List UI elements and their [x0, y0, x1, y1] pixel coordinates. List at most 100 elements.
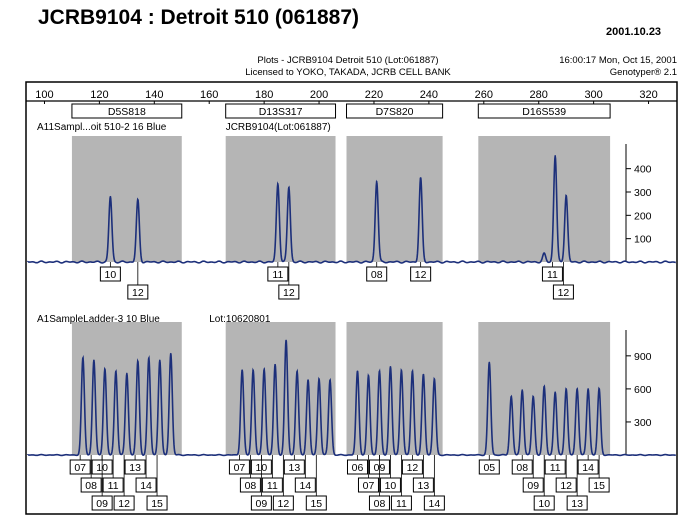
allele-label: 09 — [256, 498, 268, 510]
allele-box — [102, 477, 124, 493]
allele-label: 12 — [415, 269, 427, 281]
peak-apex — [148, 357, 150, 359]
peak-apex — [598, 388, 600, 390]
allele-label: 10 — [538, 498, 550, 510]
peak-apex — [422, 373, 425, 376]
peak-apex — [263, 368, 265, 370]
marker-bin-shade — [71, 136, 182, 262]
allele-label: 11 — [396, 498, 407, 510]
allele-box — [99, 266, 121, 282]
allele-label: 13 — [129, 462, 141, 474]
allele-label: 08 — [85, 480, 97, 492]
allele-label: 11 — [267, 480, 278, 492]
peak-apex — [158, 359, 161, 362]
allele-label: 07 — [363, 480, 375, 492]
allele-box — [146, 495, 168, 511]
peak-apex — [488, 361, 491, 364]
allele-label: 08 — [371, 269, 383, 281]
peak-apex — [565, 194, 567, 197]
allele-label: 11 — [272, 269, 283, 281]
x-tick-label: 220 — [365, 89, 383, 101]
peak-apex — [356, 370, 359, 373]
peak-apex — [521, 389, 524, 391]
allele-box — [283, 459, 305, 475]
peak-apex — [419, 177, 422, 179]
peak-apex — [554, 155, 556, 157]
peak-apex — [274, 363, 276, 366]
signal-trace — [27, 156, 676, 264]
plot-frame — [25, 81, 678, 515]
marker-label: D13S317 — [259, 106, 303, 118]
peak-apex — [241, 369, 243, 371]
allele-box — [366, 266, 388, 282]
allele-box — [390, 495, 412, 511]
marker-bin-shade — [71, 322, 182, 455]
y-tick-label: 400 — [634, 164, 652, 176]
peak-apex — [137, 199, 139, 201]
peak-apex — [510, 395, 513, 398]
allele-label: 07 — [234, 462, 246, 474]
allele-box — [250, 495, 272, 511]
panel-sublabel: Lot:10620801 — [209, 314, 271, 325]
peak-apex — [532, 395, 535, 398]
allele-box — [511, 459, 533, 475]
x-tick-label: 280 — [530, 89, 548, 101]
peak-apex — [252, 369, 254, 371]
allele-box — [368, 495, 390, 511]
allele-label: 11 — [550, 462, 561, 474]
marker-box — [225, 103, 337, 119]
x-tick-label: 160 — [200, 89, 218, 101]
x-tick-label: 240 — [420, 89, 438, 101]
peak-apex — [296, 370, 298, 373]
peak-apex — [104, 368, 106, 370]
marker-bin-shade — [478, 136, 611, 262]
y-tick-label: 900 — [634, 351, 652, 363]
allele-label: 06 — [352, 462, 364, 474]
allele-box — [267, 266, 289, 282]
allele-label: 13 — [571, 498, 583, 510]
marker-bin-shade — [346, 136, 443, 262]
allele-label: 15 — [151, 498, 163, 510]
allele-label: 11 — [547, 269, 558, 281]
allele-label: 09 — [96, 498, 108, 510]
signal-trace — [27, 340, 676, 457]
peak-apex — [576, 388, 578, 390]
allele-box — [544, 459, 566, 475]
allele-label: 12 — [132, 287, 144, 299]
peak-apex — [411, 370, 414, 373]
page-title: JCRB9104 : Detroit 510 (061887) — [38, 6, 359, 29]
allele-box — [124, 459, 146, 475]
allele-box — [261, 477, 283, 493]
allele-label: 08 — [374, 498, 386, 510]
allele-box — [357, 477, 379, 493]
y-tick-label: 300 — [634, 417, 652, 429]
peak-apex — [137, 360, 139, 363]
peak-apex — [389, 366, 392, 368]
allele-box — [69, 459, 91, 475]
peak-apex — [126, 372, 128, 375]
license-line: Licensed to YOKO, TAKADA, JCRB CELL BANK — [245, 67, 451, 78]
allele-box — [533, 495, 555, 511]
allele-label: 13 — [288, 462, 300, 474]
peak-apex — [378, 370, 381, 373]
allele-label: 12 — [558, 287, 570, 299]
marker-box — [346, 103, 444, 119]
allele-box — [127, 284, 149, 300]
allele-box — [239, 477, 261, 493]
allele-box — [423, 495, 445, 511]
allele-box — [541, 266, 563, 282]
allele-box — [135, 477, 157, 493]
x-tick-label: 260 — [475, 89, 493, 101]
y-tick-label: 100 — [634, 234, 652, 246]
marker-box — [477, 103, 611, 119]
peak-apex — [288, 186, 290, 189]
allele-box — [522, 477, 544, 493]
panel-sublabel: JCRB9104(Lot:061887) — [226, 122, 331, 133]
peak-apex — [375, 180, 378, 183]
panel-label: A1SampleLadder-3 10 Blue — [37, 314, 160, 325]
x-tick-label: 120 — [90, 89, 108, 101]
allele-label: 12 — [278, 498, 290, 510]
peak-apex — [400, 369, 403, 371]
x-tick-label: 320 — [639, 89, 657, 101]
